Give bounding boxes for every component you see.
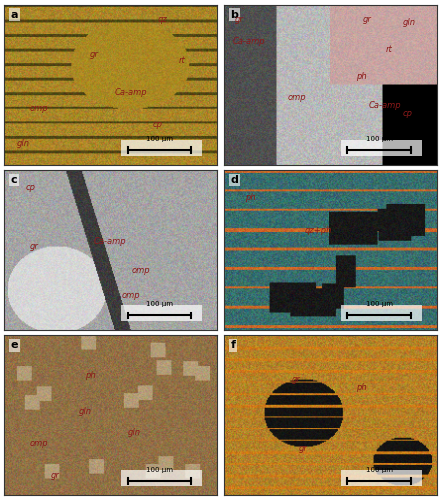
Text: gln: gln — [17, 139, 30, 148]
Text: 100 μm: 100 μm — [366, 302, 393, 308]
Text: qz: qz — [157, 14, 167, 24]
Text: cp: cp — [403, 108, 413, 118]
Text: ph: ph — [356, 384, 366, 392]
Text: 100 μm: 100 μm — [146, 136, 173, 142]
Text: gr: gr — [362, 14, 371, 24]
Text: e: e — [11, 340, 18, 350]
Text: omp: omp — [121, 292, 140, 300]
FancyBboxPatch shape — [121, 140, 202, 156]
FancyBboxPatch shape — [121, 470, 202, 486]
Text: 100 μm: 100 μm — [366, 466, 393, 472]
Text: gr: gr — [292, 376, 301, 384]
Text: c: c — [11, 175, 17, 185]
Text: omp: omp — [30, 439, 49, 448]
Text: gr: gr — [30, 242, 39, 251]
Text: gr: gr — [235, 14, 244, 24]
Text: 100 μm: 100 μm — [146, 466, 173, 472]
Text: gr: gr — [51, 471, 60, 480]
Text: b: b — [231, 10, 239, 20]
Text: rt: rt — [385, 45, 392, 54]
Text: Ca-amp: Ca-amp — [115, 88, 147, 97]
Text: gln: gln — [79, 407, 92, 416]
Text: qz+ph: qz+ph — [305, 226, 332, 235]
Text: rt: rt — [179, 56, 185, 65]
Text: d: d — [231, 175, 239, 185]
Text: ph: ph — [246, 192, 256, 202]
FancyBboxPatch shape — [341, 305, 422, 321]
Text: 100 μm: 100 μm — [366, 136, 393, 142]
FancyBboxPatch shape — [341, 470, 422, 486]
Text: omp: omp — [288, 93, 306, 102]
Text: cp: cp — [153, 120, 163, 129]
Text: gln: gln — [403, 18, 415, 27]
Text: ph: ph — [356, 72, 366, 81]
Text: ph: ph — [85, 370, 96, 380]
Text: gr: gr — [299, 444, 307, 453]
Text: omp: omp — [132, 266, 150, 275]
FancyBboxPatch shape — [121, 305, 202, 321]
Text: a: a — [11, 10, 18, 20]
Text: gr: gr — [90, 50, 98, 58]
Text: cp: cp — [26, 183, 36, 192]
Text: 100 μm: 100 μm — [146, 302, 173, 308]
FancyBboxPatch shape — [341, 140, 422, 156]
Text: Ca-amp: Ca-amp — [369, 101, 401, 110]
Text: omp: omp — [30, 104, 49, 113]
Text: Ca-amp: Ca-amp — [233, 37, 265, 46]
Text: gln: gln — [127, 428, 141, 437]
Text: Ca-amp: Ca-amp — [93, 237, 126, 246]
Text: f: f — [231, 340, 235, 350]
